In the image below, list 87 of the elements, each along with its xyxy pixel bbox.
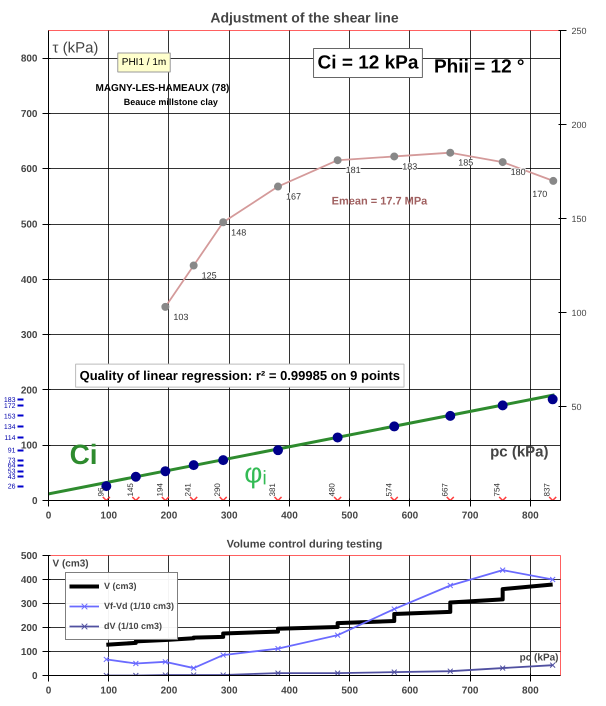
point	[275, 646, 281, 652]
annotation: 145	[126, 482, 135, 496]
y-tick-label: 500	[20, 220, 38, 231]
point	[162, 658, 168, 665]
legend-label: Vf-Vd (1/10 cm3)	[104, 601, 174, 611]
point	[447, 582, 454, 588]
point	[275, 670, 281, 676]
annotation: 754	[492, 482, 502, 496]
y-axis-title: τ (kPa)	[52, 40, 98, 56]
annotation: 194	[155, 482, 164, 496]
point	[391, 669, 398, 676]
annotation: 290	[213, 482, 222, 496]
annotation: PHI1 / 1m	[122, 56, 166, 68]
y-tick-label: 600	[20, 164, 38, 176]
data-label: 125	[202, 270, 217, 280]
x-tick-label: 100	[100, 510, 118, 522]
annotation: 381	[268, 482, 277, 496]
y2-tick-label: 100	[572, 308, 587, 318]
x-tick-label: 100	[100, 686, 118, 696]
y-tick-label: 100	[20, 647, 38, 658]
data-label: 185	[458, 158, 474, 168]
annotation: 837	[542, 482, 552, 496]
chart-title: Adjustment of the shear line	[210, 10, 399, 26]
y2-tick-label: 150	[572, 214, 587, 224]
y-tick-label: 500	[20, 551, 38, 562]
annotation: Ci = 12 kPa	[318, 52, 419, 74]
data-label: 180	[510, 167, 526, 178]
x-tick-label: 800	[522, 510, 540, 522]
y-tick-label: 0	[32, 671, 38, 682]
y-tick-label: 300	[20, 330, 38, 342]
point	[190, 665, 197, 672]
point	[500, 567, 506, 574]
point	[220, 652, 226, 658]
x-tick-label: 300	[220, 510, 238, 522]
y-tick-label: 100	[20, 440, 38, 452]
chart-title: Volume control during testing	[226, 538, 382, 550]
annotation: Quality of linear regression: r² = 0.99985 on 9 points	[80, 368, 400, 384]
y-tick-label: 200	[20, 623, 38, 634]
x-tick-label: 400	[281, 510, 298, 522]
y2-tick-label: 200	[572, 120, 587, 130]
annotation: 480	[328, 482, 337, 496]
point	[334, 632, 341, 638]
x-tick-label: 600	[402, 510, 419, 522]
annotation: 96	[96, 487, 106, 496]
annotation: Ci	[70, 439, 98, 470]
x-tick-label: 400	[281, 686, 298, 696]
data-label: 148	[231, 227, 246, 238]
y-tick-label: 400	[20, 274, 38, 286]
point	[500, 665, 506, 672]
data-label: 181	[346, 165, 361, 176]
y-tick-label: 700	[20, 108, 38, 120]
annotation: 574	[384, 482, 394, 496]
annotation: 241	[184, 482, 193, 496]
legend-label: V (cm3)	[104, 581, 137, 591]
y-tick-label: 0	[32, 496, 38, 507]
x-tick-label: 600	[402, 686, 419, 696]
x-tick-label: 500	[341, 510, 358, 522]
point	[550, 576, 556, 582]
x-tick-label: 0	[46, 510, 52, 522]
x-tick-label: 300	[220, 686, 238, 696]
x-tick-label: 800	[522, 686, 540, 696]
y-tick-label: 400	[20, 575, 38, 586]
x-tick-label: 700	[462, 510, 479, 522]
data-label: 170	[532, 188, 548, 199]
annotation: φᵢ	[244, 457, 267, 488]
x-tick-label: 200	[160, 686, 178, 696]
y-tick-label: 300	[20, 599, 38, 610]
annotation: Phii = 12 °	[434, 56, 525, 78]
point	[132, 660, 139, 666]
x-tick-label: 500	[341, 686, 358, 696]
point	[447, 668, 454, 674]
legend-label: dV (1/10 cm3)	[104, 621, 162, 631]
point	[103, 656, 110, 662]
point	[334, 670, 341, 676]
data-label: 183	[402, 161, 418, 172]
y2-tick-label: 250	[572, 26, 587, 36]
annotation: 667	[440, 482, 450, 496]
y-tick-label: 200	[20, 385, 38, 396]
data-label: 167	[286, 192, 302, 202]
point	[391, 606, 398, 612]
x-tick-label: 700	[462, 686, 479, 696]
y2-tick-label: 50	[572, 402, 582, 412]
y-axis-title: V (cm3)	[52, 558, 89, 570]
x-tick-label: 200	[160, 510, 178, 522]
data-label: 103	[173, 312, 188, 322]
x-tick-label: 0	[46, 686, 52, 696]
y-tick-label: 800	[20, 54, 38, 65]
